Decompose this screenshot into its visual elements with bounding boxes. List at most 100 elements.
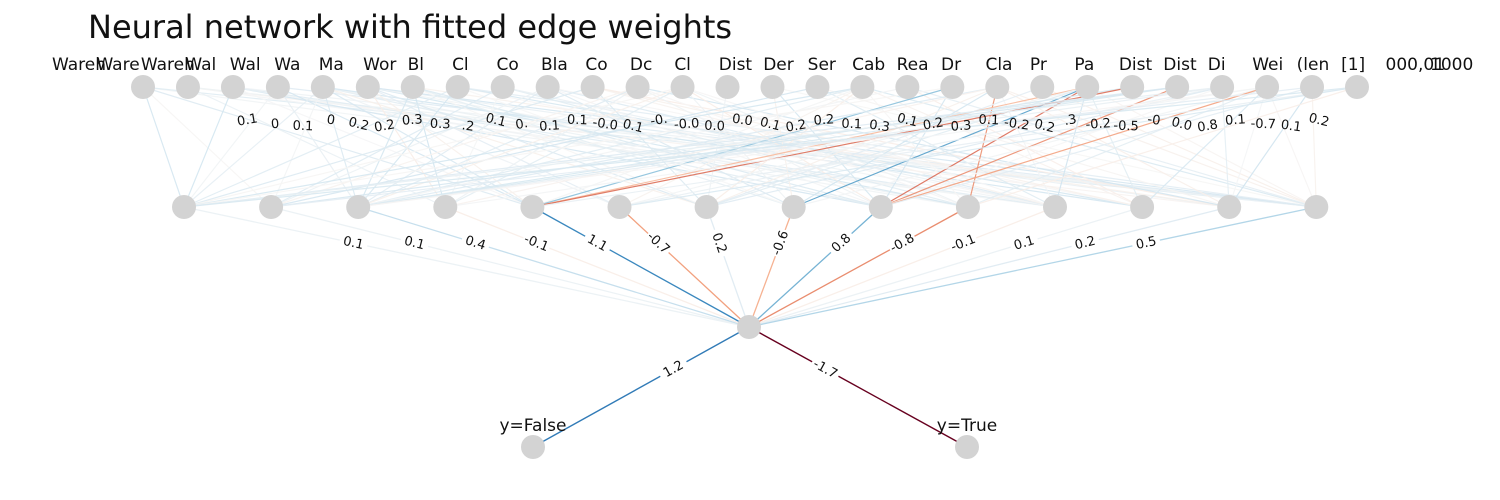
hidden-aggregate-edge [619, 206, 750, 328]
input-node [535, 75, 560, 99]
input-hidden-edge [367, 86, 446, 208]
input-node [805, 75, 830, 99]
input-node [1300, 75, 1325, 99]
edge-label-background [1130, 231, 1162, 253]
edge-weight-label: 0.5 [1135, 234, 1158, 253]
input-hidden-edge [322, 86, 620, 208]
input-hidden-edge [187, 86, 446, 208]
input-hidden-edge [1042, 86, 1317, 208]
diagram-title: Neural network with fitted edge weights [88, 8, 733, 46]
input-hidden-edge [997, 86, 1230, 208]
edge-weight-label: 0.2 [1033, 117, 1057, 137]
hidden-aggregate-edge [748, 206, 1143, 328]
input-hidden-edge [682, 86, 795, 208]
output-node [955, 435, 979, 459]
input-node-label: Cl [674, 55, 691, 75]
input-node-label: Bl [408, 55, 424, 75]
input-hidden-edge [706, 86, 1043, 208]
edge-weight-label: -0.0 [674, 116, 700, 133]
hidden-aggregate-edge [445, 206, 750, 328]
input-node-label: Dist [1119, 55, 1153, 75]
edge-weight-label: 0.1 [621, 117, 645, 137]
edge-label-background [708, 226, 733, 259]
input-node [131, 75, 155, 99]
input-hidden-edges [142, 86, 1358, 208]
hidden-node [1304, 195, 1329, 219]
input-hidden-edge [682, 86, 969, 208]
edge-weight-label: 0.1 [758, 115, 782, 135]
input-hidden-edge [367, 86, 707, 208]
hidden-node [868, 195, 893, 219]
edge-label-background [1008, 230, 1040, 254]
hidden-aggregate-edge [748, 206, 1317, 328]
input-hidden-edge [1086, 86, 1317, 208]
hidden-node [1043, 195, 1067, 219]
input-node [175, 75, 200, 99]
input-hidden-edge [706, 86, 863, 208]
edge-weight-label: 0.1 [1280, 118, 1303, 136]
input-hidden-edge [457, 86, 1056, 208]
edge-label-background [399, 230, 431, 254]
input-hidden-edge [412, 86, 1230, 208]
input-node [400, 75, 425, 99]
input-node [1210, 75, 1235, 99]
input-hidden-edge [907, 86, 1143, 208]
edge-weight-label: 0.1 [1225, 112, 1247, 128]
input-hidden-edge [367, 86, 969, 208]
edge-weight-label: 0.1 [484, 111, 508, 131]
input-hidden-edge [547, 86, 794, 208]
hidden-aggregate-edge [532, 206, 750, 328]
edge-label-background [643, 226, 675, 258]
edge-weight-label: 0 [271, 117, 280, 133]
input-node-label: Dist [719, 55, 753, 75]
input-hidden-edge [619, 86, 1223, 208]
input-node [715, 75, 740, 99]
input-hidden-edge [772, 86, 1317, 208]
input-node-label: (len [1297, 55, 1330, 75]
input-hidden-edge [270, 86, 548, 208]
edge-label-background [460, 230, 492, 254]
input-node [355, 75, 380, 99]
edge-label-background [766, 226, 792, 259]
input-node-label: Pa [1074, 55, 1094, 75]
hidden-node [694, 195, 719, 219]
input-node-label: 000,01 [1386, 55, 1445, 75]
hidden-aggregate-edge [183, 206, 750, 328]
input-node [490, 75, 515, 99]
input-hidden-edge [412, 86, 881, 208]
input-hidden-edge [1141, 86, 1268, 208]
input-hidden-edge [592, 86, 1230, 208]
edge-weight-label: 0.0 [1170, 115, 1194, 135]
input-hidden-edge [183, 86, 953, 208]
input-hidden-edge [357, 86, 414, 208]
hidden-node [520, 195, 545, 219]
input-hidden-edge [772, 86, 882, 208]
input-node-label: Cl [452, 55, 469, 75]
input-hidden-edge [862, 86, 1317, 208]
edge-weight-label: -0.7 [1250, 117, 1276, 133]
edge-weight-label: 0.1 [1012, 233, 1036, 253]
input-node-label: Wal [230, 55, 261, 75]
hidden-node [433, 195, 458, 219]
edge-label-background [824, 226, 857, 258]
input-hidden-edge [322, 86, 1143, 208]
aggregate-output-edge [532, 326, 750, 448]
input-hidden-edge [457, 86, 794, 208]
input-hidden-edge [183, 86, 458, 208]
hidden-node [781, 195, 806, 219]
hidden-aggregate-edge [748, 206, 882, 328]
input-hidden-edge [1228, 86, 1268, 208]
input-node [940, 75, 965, 99]
edge-label-background [946, 229, 979, 255]
input-hidden-edge [1266, 86, 1317, 208]
input-hidden-edge [271, 86, 1178, 208]
edge-weight-labels: 0.1 0 0.1 0 0.2 0.2 0.3 0.3.2 0.1 0. 0.1 0.1 -0.0 0.1… [236, 111, 1331, 383]
input-hidden-edge [358, 86, 1133, 208]
edge-weight-label: 0.2 [347, 115, 371, 135]
hidden-aggregate-edge [748, 206, 1230, 328]
edge-weight-label: -0. [649, 112, 668, 130]
edge-label-background [885, 228, 918, 256]
input-hidden-edge [1086, 86, 1143, 208]
